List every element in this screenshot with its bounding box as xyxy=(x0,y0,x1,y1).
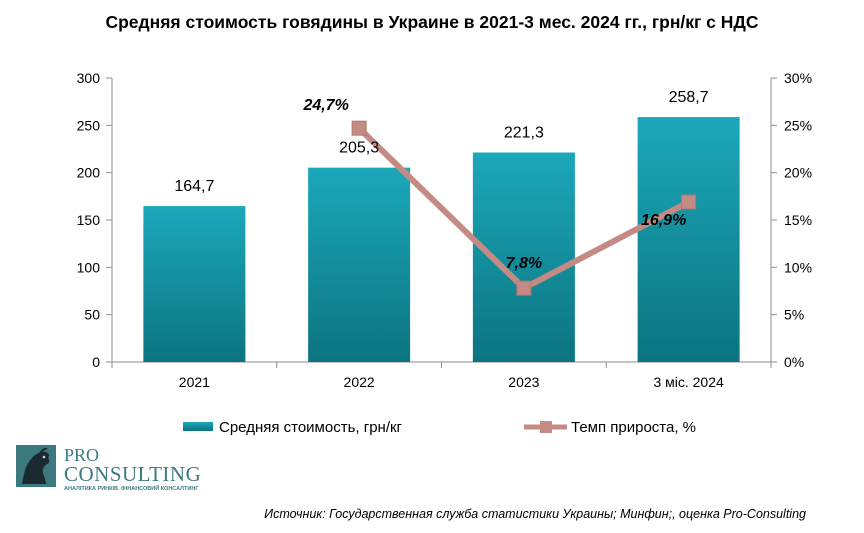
legend: Средняя стоимость, грн/кг Темп прироста, … xyxy=(183,419,696,436)
x-tick-label: 3 міс. 2024 xyxy=(653,374,724,390)
chart: 0 50 100 150 200 250 300 0% 5% 10% 15% 20% 25% 30% 202… xyxy=(77,70,812,436)
bar-value-label: 164,7 xyxy=(174,178,214,195)
logo-line2: CONSULTING xyxy=(64,462,201,486)
x-tick-label: 2021 xyxy=(179,374,210,390)
growth-point xyxy=(516,280,532,296)
y-left-tick-label: 100 xyxy=(77,259,101,275)
legend-swatch-bar xyxy=(183,422,213,431)
y-left-tick-label: 200 xyxy=(77,165,101,181)
y-left-tick-label: 0 xyxy=(92,354,100,370)
logo-line1: PRO xyxy=(64,445,99,465)
bar xyxy=(637,117,740,362)
bars xyxy=(143,117,740,362)
growth-rate-label: 7,8% xyxy=(506,255,542,272)
legend-label-line: Темп прироста, % xyxy=(571,419,696,436)
growth-point xyxy=(681,194,697,210)
y-right-tick-label: 0% xyxy=(784,354,804,370)
axes: 0 50 100 150 200 250 300 0% 5% 10% 15% 20% 25% 30% 202… xyxy=(77,70,812,390)
legend-label-bar: Средняя стоимость, грн/кг xyxy=(219,419,403,436)
y-right-tick-label: 15% xyxy=(784,212,812,228)
bar xyxy=(308,167,411,362)
x-tick-label: 2022 xyxy=(344,374,375,390)
bar-value-label: 258,7 xyxy=(669,89,709,106)
growth-rate-label: 24,7% xyxy=(302,97,348,114)
chart-title: Средняя стоимость говядины в Украине в 2… xyxy=(105,12,759,32)
source-note: Источник: Государственная служба статист… xyxy=(264,507,806,521)
legend-swatch-marker xyxy=(540,421,552,433)
pro-consulting-logo: PRO CONSULTING АНАЛІТИКА РИНКІВ. ФІНАНСО… xyxy=(16,445,201,492)
y-right-tick-label: 25% xyxy=(784,117,812,133)
growth-point xyxy=(351,120,367,136)
logo-tagline: АНАЛІТИКА РИНКІВ. ФІНАНСОВИЙ КОНСАЛТИНГ xyxy=(64,484,199,492)
x-tick-label: 2023 xyxy=(508,374,539,390)
y-right-tick-label: 5% xyxy=(784,307,804,323)
bar-value-label: 221,3 xyxy=(504,125,544,142)
y-left-tick-label: 150 xyxy=(77,212,101,228)
y-left-tick-label: 300 xyxy=(77,70,101,86)
bar-value-label: 205,3 xyxy=(339,140,379,157)
y-right-tick-label: 20% xyxy=(784,165,812,181)
bar xyxy=(143,206,246,362)
horse-emblem-icon xyxy=(16,445,56,487)
growth-rate-label: 16,9% xyxy=(641,212,686,229)
y-right-tick-label: 10% xyxy=(784,259,812,275)
y-right-tick-label: 30% xyxy=(784,70,812,86)
growth-line xyxy=(351,120,697,296)
data-labels: 164,7 205,3 221,3 258,7 24,7% 7,8% 16,9% xyxy=(174,89,708,272)
y-left-tick-label: 50 xyxy=(84,307,100,323)
y-left-tick-label: 250 xyxy=(77,117,101,133)
